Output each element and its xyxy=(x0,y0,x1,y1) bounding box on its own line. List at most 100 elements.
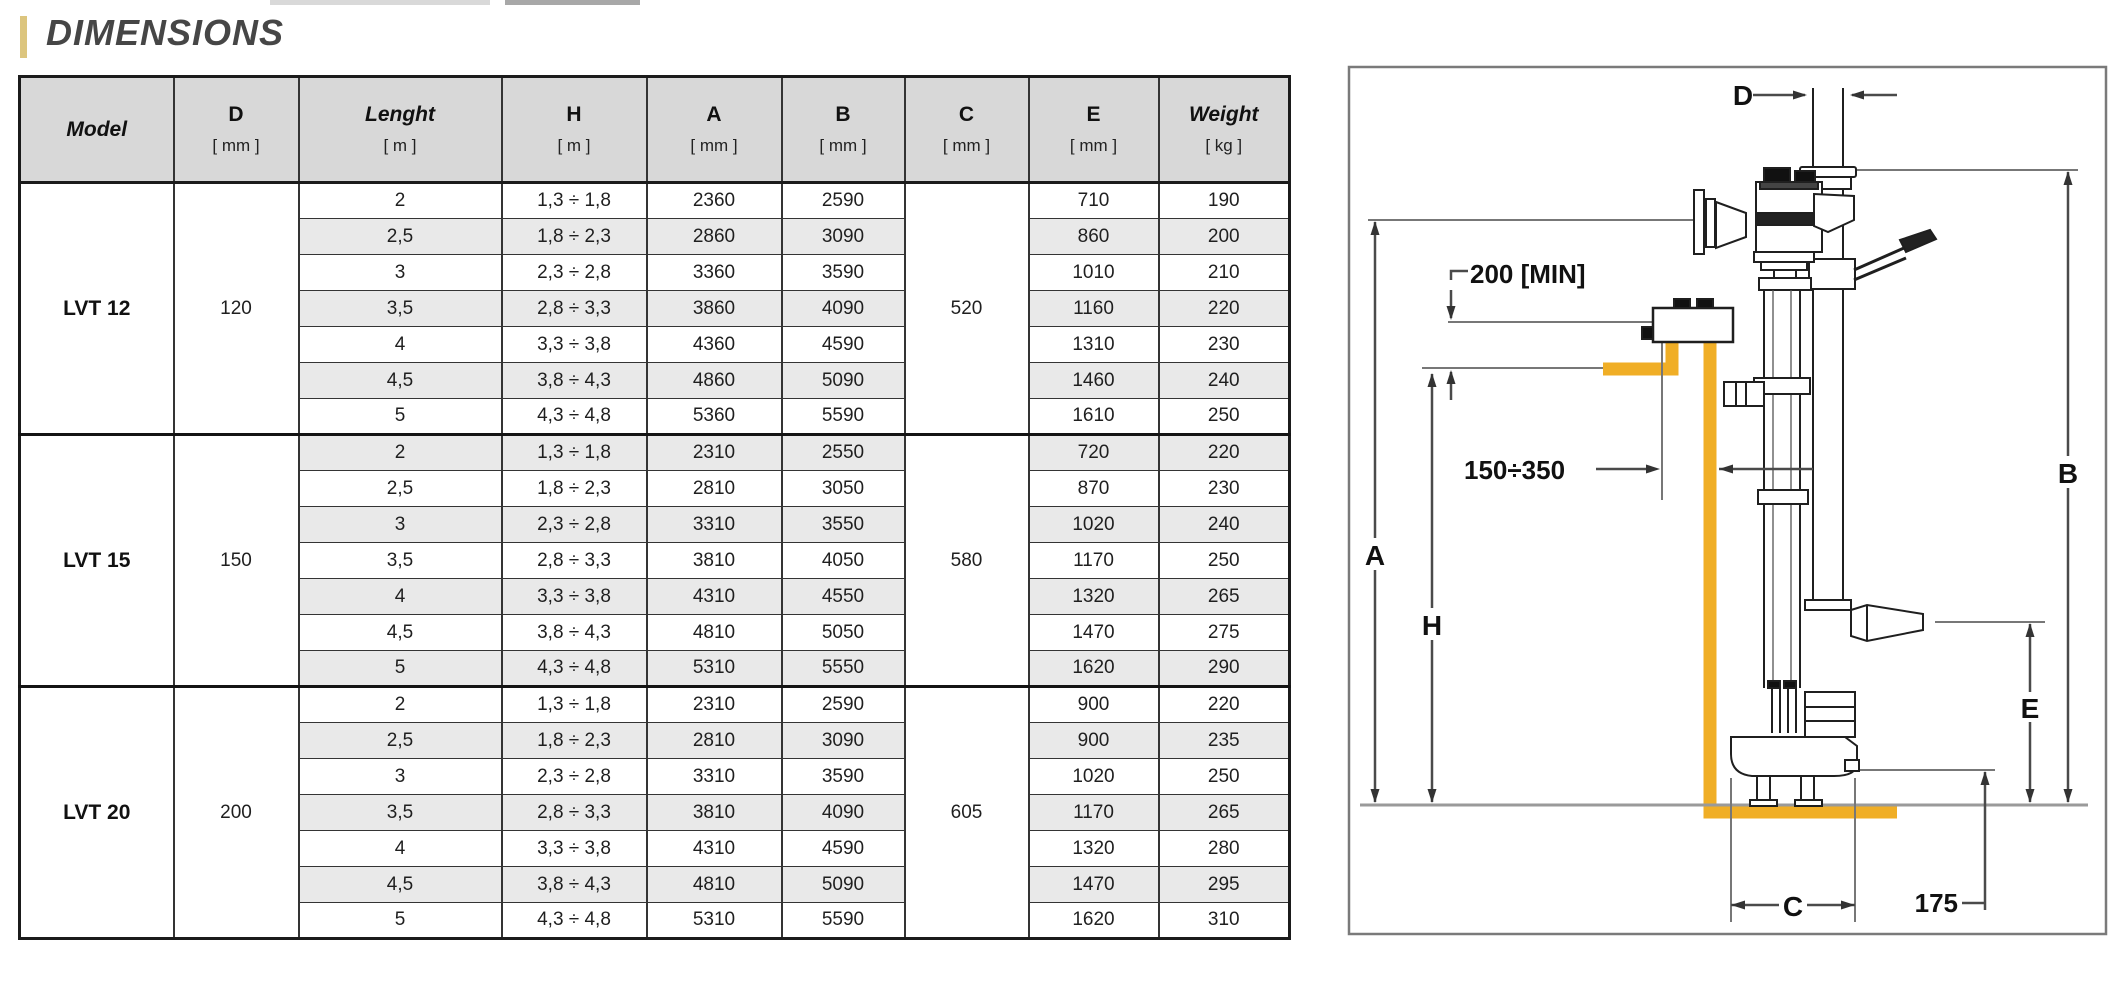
table-cell: 190 xyxy=(1157,181,1291,219)
table-cell: 280 xyxy=(1157,830,1291,867)
table-cell: 1,3 ÷ 1,8 xyxy=(500,685,648,723)
table-cell: 250 xyxy=(1157,542,1291,579)
table-cell: 2,8 ÷ 3,3 xyxy=(500,290,648,327)
table-cell: 3090 xyxy=(780,218,906,255)
table-cell: 4,5 xyxy=(297,866,503,903)
model-cell: LVT 20 xyxy=(18,685,175,939)
table-cell: 3,8 ÷ 4,3 xyxy=(500,362,648,399)
table-cell: 2550 xyxy=(780,433,906,471)
table-cell: 2,3 ÷ 2,8 xyxy=(500,506,648,543)
table-cell: 230 xyxy=(1157,470,1291,507)
table-cell: 5 xyxy=(297,650,503,687)
c-cell: 605 xyxy=(903,685,1030,939)
table-cell: 870 xyxy=(1027,470,1160,507)
model-cell: LVT 12 xyxy=(18,181,175,435)
table-cell: 4310 xyxy=(645,578,783,615)
table-cell: 5590 xyxy=(780,398,906,435)
pump-volute xyxy=(1730,736,1858,777)
table-row: 5 4,3 ÷ 4,8 5360 5590 1610 250 xyxy=(20,398,1291,435)
valve-handle xyxy=(1898,228,1938,254)
table-cell: 4590 xyxy=(780,326,906,363)
dim-label-a: A xyxy=(1365,540,1385,571)
column-header-b: B [ mm ] xyxy=(780,75,906,184)
table-cell: 3,5 xyxy=(297,290,503,327)
table-cell: 4,3 ÷ 4,8 xyxy=(500,398,648,435)
pump-dimension-diagram: D A H B E C 200 [MIN] 150÷350 175 xyxy=(1340,60,2127,940)
table-cell: 4810 xyxy=(645,614,783,651)
table-row: LVT 20 200 2 1,3 ÷ 1,8 2310 2590 605 900 220 xyxy=(18,685,1291,939)
table-cell: 2,8 ÷ 3,3 xyxy=(500,542,648,579)
table-row: 3 2,3 ÷ 2,8 3310 3590 1020 250 xyxy=(20,758,1291,795)
table-cell: 2310 xyxy=(645,685,783,723)
table-cell: 2860 xyxy=(645,218,783,255)
mounting-clamp xyxy=(1651,306,1735,344)
table-row: LVT 12 120 2 1,3 ÷ 1,8 2360 2590 520 710 190 xyxy=(18,181,1291,435)
table-cell: 200 xyxy=(1157,218,1291,255)
table-cell: 860 xyxy=(1027,218,1160,255)
nozzle-cone xyxy=(1850,603,1924,643)
table-cell: 1170 xyxy=(1027,542,1160,579)
table-cell: 2590 xyxy=(780,181,906,219)
table-cell: 5090 xyxy=(780,866,906,903)
diagram-border xyxy=(1347,65,2108,936)
table-cell: 2,3 ÷ 2,8 xyxy=(500,254,648,291)
table-header: Model D [ mm ] Lenght [ m ] H [ m ] A [ mm ] B [ m… xyxy=(18,75,1291,184)
column-label: E xyxy=(1086,103,1101,126)
table-cell: 2360 xyxy=(645,181,783,219)
table-cell: 235 xyxy=(1157,722,1291,759)
column-unit: [ mm ] xyxy=(212,136,260,155)
table-cell: 3590 xyxy=(780,254,906,291)
column-header-d: D [ mm ] xyxy=(172,75,300,184)
dim-label-min-level: 200 [MIN] xyxy=(1470,259,1586,289)
table-cell: 5 xyxy=(297,398,503,435)
table-cell: 2,8 ÷ 3,3 xyxy=(500,794,648,831)
table-cell: 4090 xyxy=(780,290,906,327)
table-cell: 4590 xyxy=(780,830,906,867)
table-cell: 220 xyxy=(1157,290,1291,327)
d-cell: 120 xyxy=(172,181,300,435)
table-cell: 4360 xyxy=(645,326,783,363)
table-cell: 3860 xyxy=(645,290,783,327)
table-cell: 4310 xyxy=(645,830,783,867)
table-cell: 720 xyxy=(1027,433,1160,471)
column-header-c: C [ mm ] xyxy=(903,75,1030,184)
table-row: 3 2,3 ÷ 2,8 3310 3550 1020 240 xyxy=(20,506,1291,543)
table-row: LVT 15 150 2 1,3 ÷ 1,8 2310 2550 580 720 220 xyxy=(18,433,1291,687)
table-cell: 5590 xyxy=(780,902,906,939)
table-cell: 3310 xyxy=(645,506,783,543)
table-cell: 2 xyxy=(297,433,503,471)
table-cell: 2810 xyxy=(645,722,783,759)
table-cell: 3050 xyxy=(780,470,906,507)
table-cell: 240 xyxy=(1157,506,1291,543)
table-cell: 1470 xyxy=(1027,614,1160,651)
dim-label-c: C xyxy=(1783,891,1803,922)
column-header-lenght: Lenght [ m ] xyxy=(297,75,503,184)
table-cell: 3310 xyxy=(645,758,783,795)
table-cell: 5 xyxy=(297,902,503,939)
table-cell: 2,5 xyxy=(297,218,503,255)
table-cell: 1620 xyxy=(1027,902,1160,939)
dimensions-table: Model D [ mm ] Lenght [ m ] H [ m ] A [ mm ] B [ m… xyxy=(18,75,1291,940)
table-cell: 1,8 ÷ 2,3 xyxy=(500,218,648,255)
column-header-model: Model xyxy=(18,75,175,184)
column-unit: [ mm ] xyxy=(942,136,991,155)
c-cell: 580 xyxy=(903,433,1030,687)
title-accent-bar xyxy=(20,16,27,58)
table-row: 5 4,3 ÷ 4,8 5310 5550 1620 290 xyxy=(20,650,1291,687)
table-row: 5 4,3 ÷ 4,8 5310 5590 1620 310 xyxy=(20,902,1291,939)
column-label: A xyxy=(706,103,722,126)
table-cell: 2 xyxy=(297,685,503,723)
column-unit: [ kg ] xyxy=(1205,136,1243,155)
table-cell: 710 xyxy=(1027,181,1160,219)
dimension-arrows xyxy=(1370,90,2073,910)
c-cell: 520 xyxy=(903,181,1030,435)
table-cell: 1020 xyxy=(1027,506,1160,543)
column-label: Weight xyxy=(1188,103,1259,126)
table-cell: 210 xyxy=(1157,254,1291,291)
table-cell: 5310 xyxy=(645,902,783,939)
table-cell: 3,3 ÷ 3,8 xyxy=(500,830,648,867)
table-cell: 2810 xyxy=(645,470,783,507)
table-cell: 240 xyxy=(1157,362,1291,399)
table-cell: 4,3 ÷ 4,8 xyxy=(500,902,648,939)
column-header-a: A [ mm ] xyxy=(645,75,783,184)
